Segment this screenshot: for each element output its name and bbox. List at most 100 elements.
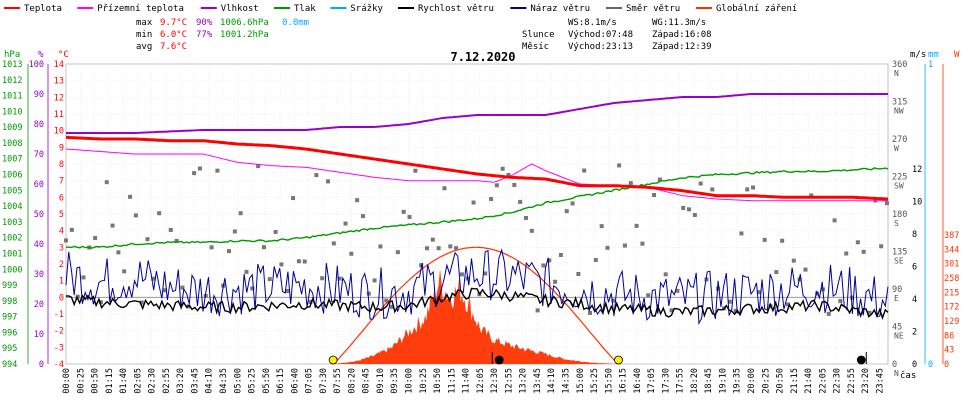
wind-direction-point xyxy=(669,308,674,313)
x-tick-label: 09:35 xyxy=(390,368,400,394)
x-tick-label: 21:15 xyxy=(790,368,800,394)
wind-direction-point xyxy=(657,177,662,182)
x-tick-label: 05:25 xyxy=(248,368,258,394)
min-pressure: 1001.2hPa xyxy=(220,30,269,40)
wind-direction-point xyxy=(733,308,738,313)
x-tick-label: 00:25 xyxy=(76,368,86,394)
temperature-unit: °C xyxy=(58,50,69,60)
wind-direction-point xyxy=(570,201,575,206)
wind-direction-point xyxy=(145,237,150,242)
wind-direction-point xyxy=(395,250,400,255)
wind-direction-point xyxy=(424,246,429,251)
wind-direction-point xyxy=(535,308,540,313)
x-tick-label: 16:40 xyxy=(633,368,643,394)
wind-direction-point xyxy=(710,187,715,192)
wind-direction-point xyxy=(279,262,284,267)
rain-tick: 0 xyxy=(928,360,933,370)
x-tick-label: 05:50 xyxy=(262,368,272,394)
direction-label: N xyxy=(894,69,899,78)
wind-direction-point xyxy=(844,251,849,256)
x-tick-label: 20:50 xyxy=(776,368,786,394)
wind-direction-point xyxy=(628,181,633,186)
wind-direction-point xyxy=(622,243,627,248)
legend-item: Globální záření xyxy=(716,4,797,14)
x-tick-label: 22:05 xyxy=(818,368,828,394)
humidity-tick: 80 xyxy=(34,120,44,130)
wind-direction-point xyxy=(879,244,884,249)
wind-direction-point xyxy=(448,244,453,249)
direction-label: SW xyxy=(894,182,904,191)
wind-direction-point xyxy=(523,215,528,220)
x-tick-label: 18:20 xyxy=(690,368,700,394)
x-tick-label: 04:10 xyxy=(205,368,215,394)
wind-direction-point xyxy=(331,241,336,246)
x-tick-label: 07:30 xyxy=(319,368,329,394)
sunset-info: Západ:16:08 xyxy=(652,30,712,40)
direction-tick: 360 xyxy=(892,60,907,70)
x-tick-label: 14:10 xyxy=(547,368,557,394)
humidity-tick: 30 xyxy=(34,270,44,280)
wind-direction-point xyxy=(698,181,703,186)
x-tick-label: 14:35 xyxy=(561,368,571,394)
wind-direction-point xyxy=(529,228,534,233)
x-tick-label: 19:35 xyxy=(733,368,743,394)
wind-direction-point xyxy=(139,300,144,305)
pressure-tick: 1002 xyxy=(2,234,22,244)
pressure-line xyxy=(65,167,889,249)
wind-speed-info: WS:8.1m/s xyxy=(568,18,617,28)
wind-tick: 0 xyxy=(912,360,917,370)
wind-direction-point xyxy=(366,291,371,296)
wind-direction-point xyxy=(483,271,488,276)
wind-direction-point xyxy=(512,182,517,187)
rain-tick: 1 xyxy=(928,60,933,70)
wind-direction-point xyxy=(558,252,563,257)
x-tick-label: 03:20 xyxy=(176,368,186,394)
wind-direction-point xyxy=(256,164,261,169)
pressure-tick: 1004 xyxy=(2,202,22,212)
max-humidity: 90% xyxy=(196,18,213,28)
x-tick-label: 07:55 xyxy=(333,368,343,394)
x-tick-label: 21:40 xyxy=(804,368,814,394)
x-tick-label: 11:40 xyxy=(462,368,472,394)
legend-item: Směr větru xyxy=(626,4,680,14)
wind-direction-point xyxy=(430,237,435,242)
temperature-tick: -1 xyxy=(54,310,64,320)
wind-direction-point xyxy=(122,269,127,274)
pressure-tick: 997 xyxy=(2,313,17,323)
pressure-unit: hPa xyxy=(4,50,20,60)
temperature-tick: 0 xyxy=(59,293,64,303)
temperature-tick: 2 xyxy=(59,260,64,270)
temperature-tick: 13 xyxy=(54,77,64,87)
min-temp: 6.0°C xyxy=(160,30,187,40)
wind-direction-point xyxy=(605,245,610,250)
direction-tick: 315 xyxy=(892,98,907,108)
x-tick-label: 22:55 xyxy=(847,368,857,394)
x-tick-label: 00:00 xyxy=(62,368,72,394)
wind-tick: 10 xyxy=(912,198,922,208)
wind-direction-point xyxy=(69,227,74,232)
temperature-tick: 4 xyxy=(59,227,64,237)
ground-temperature-line xyxy=(65,148,888,202)
wind-direction-point xyxy=(576,271,581,276)
sunrise-icon xyxy=(328,355,338,365)
wind-direction-point xyxy=(401,209,406,214)
wind-direction-point xyxy=(407,214,412,219)
wind-direction-point xyxy=(337,276,342,281)
radiation-tick: 215 xyxy=(944,288,959,298)
wind-direction-point xyxy=(93,236,98,241)
wind-direction-point xyxy=(180,285,185,290)
x-tick-label: 12:30 xyxy=(490,368,500,394)
wind-direction-point xyxy=(308,300,313,305)
wind-direction-point xyxy=(110,223,115,228)
wind-direction-point xyxy=(861,249,866,254)
radiation-tick: 258 xyxy=(944,274,959,284)
x-tick-label: 08:45 xyxy=(362,368,372,394)
humidity-line xyxy=(66,93,888,134)
wind-direction-point xyxy=(133,213,138,218)
wind-direction-point xyxy=(442,186,447,191)
wind-direction-point xyxy=(162,288,167,293)
wind-direction-point xyxy=(739,231,744,236)
temperature-tick: -4 xyxy=(54,360,64,370)
direction-label: NE xyxy=(894,332,904,341)
